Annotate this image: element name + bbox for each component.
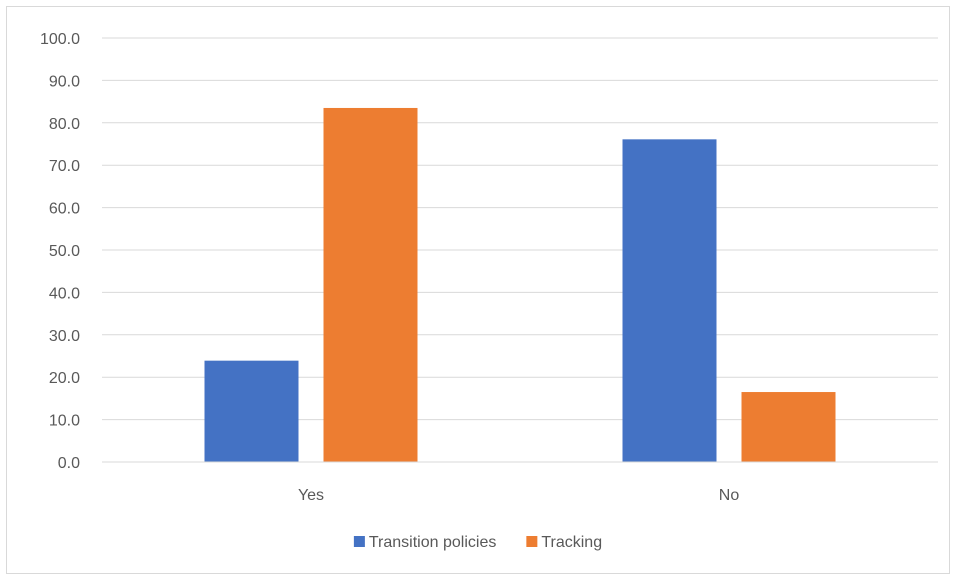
bars <box>204 107 836 463</box>
x-axis-tick-labels: Yes No <box>298 487 739 504</box>
bar-no-transition-policies <box>622 139 717 462</box>
x-tick-label: No <box>719 487 740 504</box>
y-tick-label: 100.0 <box>40 31 80 48</box>
bar-yes-transition-policies <box>204 360 299 462</box>
legend-label: Transition policies <box>369 534 496 551</box>
x-tick-label: Yes <box>298 487 324 504</box>
y-tick-label: 40.0 <box>49 285 80 302</box>
y-tick-label: 0.0 <box>58 455 80 472</box>
y-tick-label: 60.0 <box>49 201 80 218</box>
chart-frame <box>6 6 950 574</box>
legend-label: Tracking <box>541 534 602 551</box>
legend-swatch-tracking <box>526 536 538 547</box>
y-tick-label: 30.0 <box>49 328 80 345</box>
legend-swatch-transition-policies <box>353 536 365 547</box>
y-tick-label: 80.0 <box>49 116 80 133</box>
legend: Transition policies Tracking <box>353 534 602 551</box>
y-tick-label: 90.0 <box>49 73 80 90</box>
y-tick-label: 50.0 <box>49 243 80 260</box>
y-tick-label: 20.0 <box>49 370 80 387</box>
y-tick-label: 70.0 <box>49 158 80 175</box>
bar-yes-tracking <box>323 107 418 463</box>
bar-no-tracking <box>741 392 836 462</box>
y-tick-label: 10.0 <box>49 413 80 430</box>
y-axis-tick-labels: 0.0 10.0 20.0 30.0 40.0 50.0 60.0 70.0 80.0 90.0 1… <box>40 31 80 472</box>
